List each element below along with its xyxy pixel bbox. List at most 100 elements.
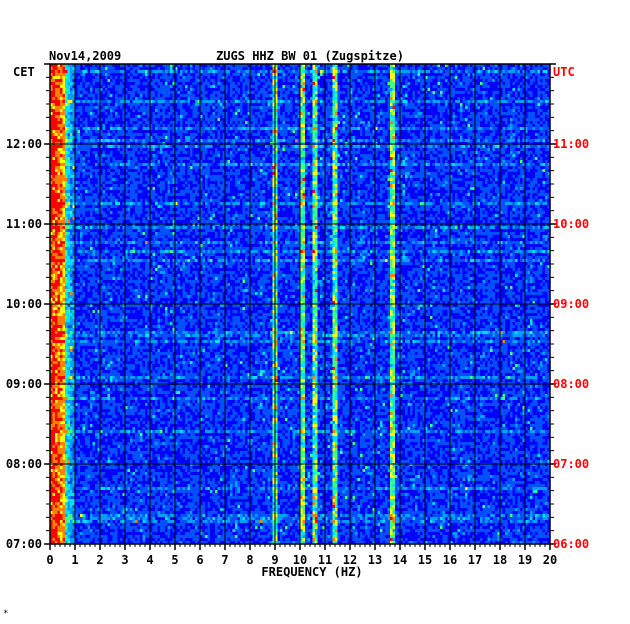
heat-cell [253,112,256,115]
heat-cell [520,100,523,103]
heat-cell [468,124,471,127]
heat-cell [213,76,216,79]
heat-cell [488,94,491,97]
heat-cell [58,109,61,112]
heat-cell [315,88,318,91]
heat-cell [543,100,546,103]
heat-cell [505,133,508,136]
heat-cell [430,76,433,79]
heat-cell [420,112,423,115]
heat-cell [163,76,166,79]
heat-cell [338,112,341,115]
heat-cell [315,70,318,73]
heat-cell [458,124,461,127]
heat-cell [118,70,121,73]
heat-cell [145,82,148,85]
heat-cell [263,103,266,106]
heat-cell [165,82,168,85]
heat-cell [268,103,271,106]
heat-cell [310,118,313,121]
heat-cell [90,73,93,76]
heat-cell [515,82,518,85]
heat-cell [215,127,218,130]
heat-cell [215,82,218,85]
heat-cell [533,88,536,91]
heat-cell [83,94,86,97]
heat-cell [438,70,441,73]
heat-cell [105,130,108,133]
heat-cell [343,100,346,103]
heat-cell [315,67,318,70]
heat-cell [68,73,71,76]
heat-cell [445,91,448,94]
heat-cell [85,133,88,136]
heat-cell [153,103,156,106]
heat-cell [138,73,141,76]
heat-cell [315,109,318,112]
heat-cell [243,73,246,76]
heat-cell [438,127,441,130]
heat-cell [170,130,173,133]
heat-cell [213,82,216,85]
heat-cell [245,70,248,73]
heat-cell [158,115,161,118]
heat-cell [155,70,158,73]
heat-cell [65,76,68,79]
heat-cell [278,106,281,109]
heat-cell [68,76,71,79]
heat-cell [258,79,261,82]
heat-cell [538,88,541,91]
heat-cell [190,127,193,130]
heat-cell [85,76,88,79]
heat-cell [190,112,193,115]
heat-cell [445,124,448,127]
heat-cell [535,100,538,103]
heat-cell [418,118,421,121]
heat-cell [408,97,411,100]
heat-cell [545,82,548,85]
heat-cell [253,103,256,106]
heat-cell [480,82,483,85]
heat-cell [445,67,448,70]
heat-cell [270,85,273,88]
heat-cell [93,115,96,118]
heat-cell [78,109,81,112]
heat-cell [503,133,506,136]
heat-cell [308,97,311,100]
heat-cell [140,79,143,82]
heat-cell [440,100,443,103]
heat-cell [483,127,486,130]
heat-cell [95,79,98,82]
heat-cell [265,73,268,76]
heat-cell [118,118,121,121]
heat-cell [240,88,243,91]
heat-cell [505,79,508,82]
heat-cell [268,97,271,100]
heat-cell [435,103,438,106]
heat-cell [240,121,243,124]
heat-cell [180,97,183,100]
heat-cell [215,115,218,118]
heat-cell [270,79,273,82]
heat-cell [368,82,371,85]
heat-cell [370,133,373,136]
heat-cell [318,118,321,121]
heat-cell [533,109,536,112]
heat-cell [538,127,541,130]
heat-cell [263,94,266,97]
heat-cell [338,91,341,94]
heat-cell [403,97,406,100]
heat-cell [230,124,233,127]
heat-cell [60,91,63,94]
heat-cell [320,67,323,70]
heat-cell [190,124,193,127]
heat-cell [63,127,66,130]
heat-cell [108,115,111,118]
heat-cell [328,127,331,130]
heat-cell [88,121,91,124]
heat-cell [113,103,116,106]
heat-cell [205,82,208,85]
heat-cell [265,88,268,91]
heat-cell [465,118,468,121]
